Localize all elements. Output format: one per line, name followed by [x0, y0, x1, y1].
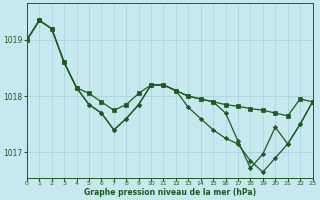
X-axis label: Graphe pression niveau de la mer (hPa): Graphe pression niveau de la mer (hPa) [84, 188, 256, 197]
